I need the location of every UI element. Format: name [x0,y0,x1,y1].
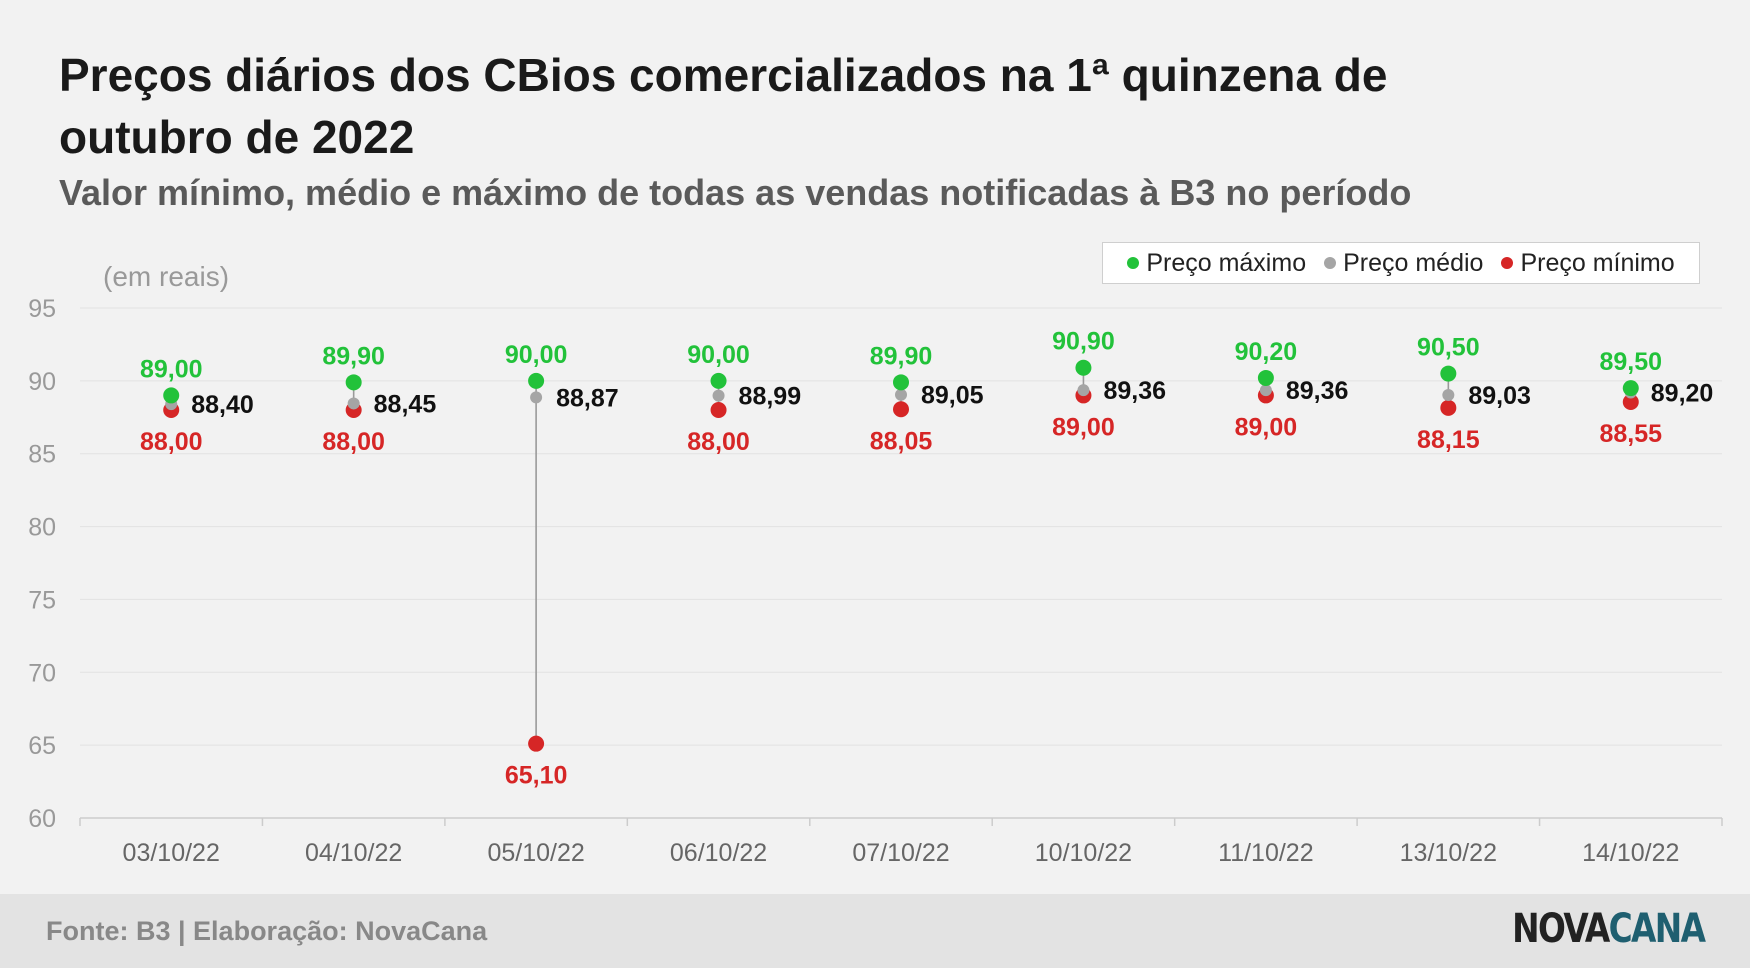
legend-item-avg: Preço médio [1324,249,1483,278]
avg-price-point [1077,384,1090,397]
avg-price-label: 88,87 [556,384,619,412]
avg-price-point [1442,388,1455,401]
min-price-label: 88,05 [870,427,933,455]
x-tick-label: 11/10/22 [1218,839,1313,867]
legend-item-min: Preço mínimo [1501,248,1675,278]
avg-price-label: 89,03 [1468,382,1531,410]
x-tick-label: 10/10/22 [1035,839,1132,867]
avg-price-point [712,389,725,402]
max-price-point [1622,380,1639,397]
max-price-point [1075,359,1092,376]
y-unit-label: (em reais) [103,261,229,292]
y-tick-label: 65 [28,732,56,760]
max-price-point [345,374,362,391]
legend-item-max: Preço máximo [1127,249,1306,278]
max-price-label: 90,50 [1417,334,1480,362]
max-price-label: 89,50 [1599,348,1662,376]
logo-part-nova: NOVA [1511,906,1610,952]
legend-marker-max [1127,257,1140,269]
avg-price-point [530,391,543,404]
chart-title: Preços diários dos CBios comercializados… [59,49,1388,163]
max-price-label: 89,90 [322,342,385,370]
chart-plot: (em reais) 60 65 70 75 80 85 90 95 03/10/22 04/10/… [28,261,1723,867]
source-note: Fonte: B3 | Elaboração: NovaCana [46,916,488,946]
min-price-point [1440,399,1457,416]
max-price-label: 89,90 [870,342,933,370]
max-price-point [1257,369,1274,386]
min-price-point [1622,393,1639,410]
avg-price-point [347,397,360,410]
min-price-point [528,735,545,752]
min-price-label: 88,00 [687,428,750,456]
avg-price-point [1259,384,1272,397]
y-tick-label: 60 [28,805,56,833]
max-price-label: 90,00 [687,341,750,369]
legend-label-min: Preço mínimo [1520,248,1675,277]
max-price-point [893,374,909,391]
logo-part-cana: CANA [1608,906,1705,952]
min-price-label: 89,00 [1052,413,1115,441]
min-price-label: 65,10 [505,762,568,790]
avg-price-label: 89,36 [1103,377,1166,405]
max-price-point [163,387,180,404]
min-price-label: 88,55 [1599,420,1662,448]
legend-marker-avg [1324,257,1337,269]
max-price-label: 90,20 [1235,338,1298,366]
min-price-label: 88,00 [322,428,385,456]
min-price-label: 88,00 [140,428,203,456]
avg-price-point [895,388,907,401]
avg-price-label: 89,20 [1651,380,1714,408]
y-tick-label: 80 [28,514,56,542]
y-tick-label: 95 [28,295,56,323]
x-tick-label: 05/10/22 [487,839,584,867]
avg-price-label: 88,99 [739,383,802,411]
x-tick-label: 03/10/22 [123,839,220,867]
x-tick-label: 07/10/22 [852,839,949,867]
y-tick-label: 75 [28,586,56,614]
x-tick-label: 13/10/22 [1400,839,1497,867]
max-price-label: 89,00 [140,355,203,383]
min-price-point [710,402,727,418]
max-price-point [1440,365,1457,382]
x-tick-label: 04/10/22 [305,839,402,867]
min-price-point [893,401,909,418]
legend: Preço máximo Preço médio Preço mínimo [1102,242,1700,284]
x-tick-label: 14/10/22 [1582,839,1679,867]
avg-price-label: 89,05 [921,382,984,410]
footer: Fonte: B3 | Elaboração: NovaCana NOVACAN… [0,894,1750,968]
legend-marker-min [1501,257,1514,269]
max-price-label: 90,00 [505,341,568,369]
chart-subtitle: Valor mínimo, médio e máximo de todas as… [59,172,1412,213]
avg-price-label: 88,40 [191,391,254,419]
max-price-point [710,372,727,389]
max-price-label: 90,90 [1052,328,1115,356]
legend-label-avg: Preço médio [1343,248,1484,277]
novacana-logo: NOVACANA [1511,906,1706,952]
min-price-label: 89,00 [1235,413,1298,441]
avg-price-label: 88,45 [374,390,437,418]
legend-label-max: Preço máximo [1146,248,1307,277]
x-tick-label: 06/10/22 [670,839,767,867]
y-tick-label: 70 [28,659,56,687]
min-price-label: 88,15 [1417,426,1480,454]
y-tick-label: 90 [28,368,56,396]
max-price-point [528,372,545,389]
y-tick-label: 85 [28,441,56,469]
avg-price-label: 89,36 [1286,377,1349,405]
